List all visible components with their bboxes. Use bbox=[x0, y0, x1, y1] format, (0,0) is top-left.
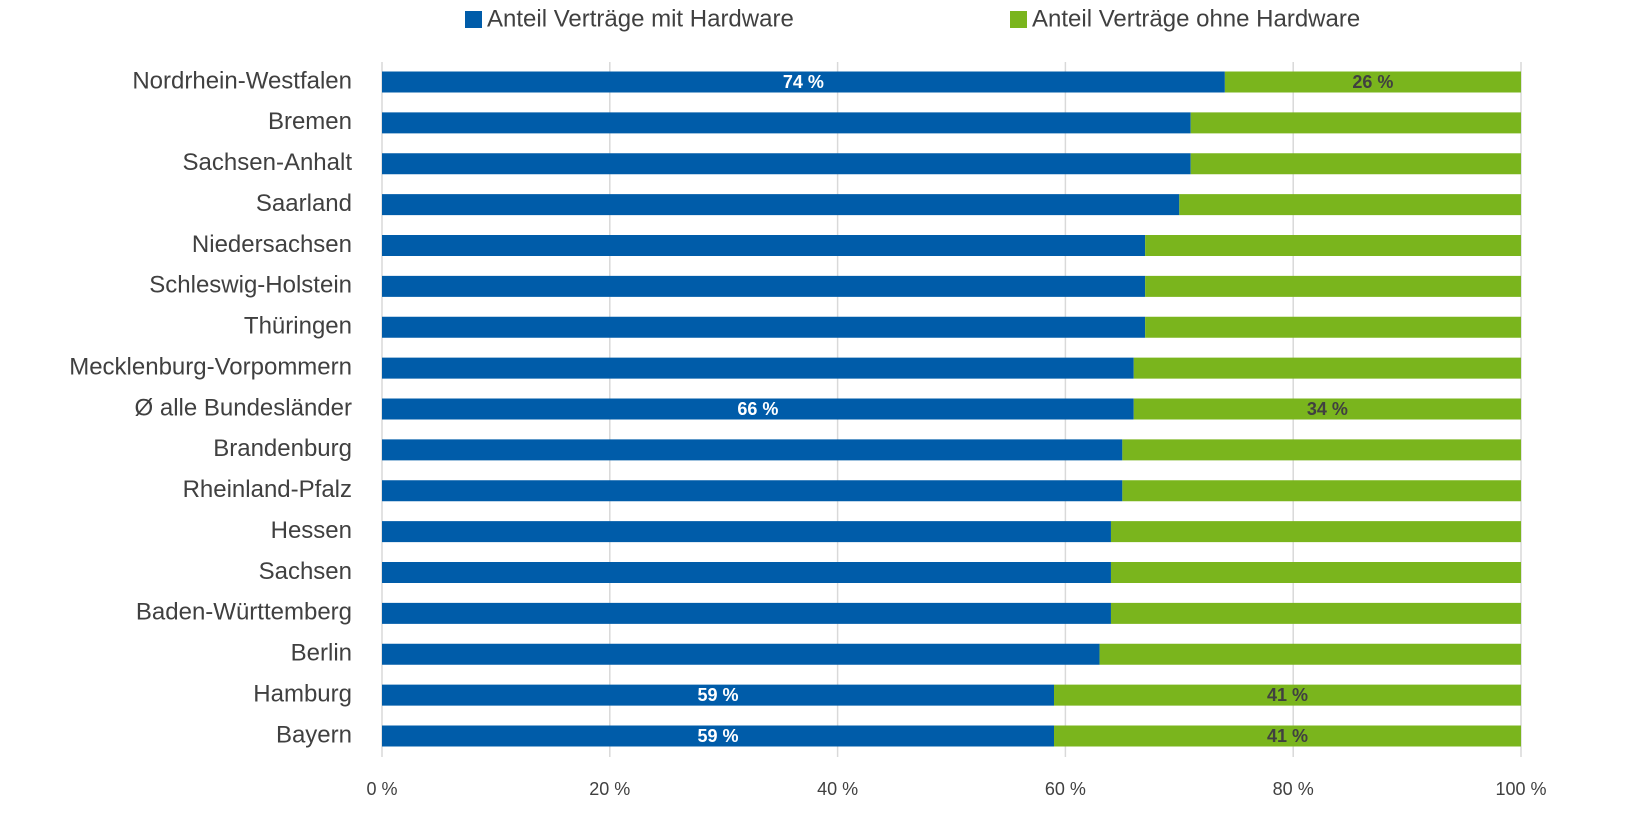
legend-swatch bbox=[465, 11, 482, 28]
data-label: 26 % bbox=[1352, 72, 1393, 92]
bar-segment bbox=[1110, 521, 1521, 543]
bar-segment bbox=[382, 521, 1111, 543]
bar-segment bbox=[382, 684, 1055, 706]
y-tick-label: Ø alle Bundesländer bbox=[135, 394, 352, 421]
bar-segment bbox=[382, 357, 1134, 379]
data-label: 59 % bbox=[697, 726, 738, 746]
bar-segment bbox=[1133, 398, 1521, 420]
y-tick-label: Brandenburg bbox=[213, 435, 352, 462]
bar-segment bbox=[1054, 725, 1521, 747]
y-tick-label: Sachsen bbox=[259, 558, 352, 585]
data-label: 59 % bbox=[697, 685, 738, 705]
y-tick-label: Nordrhein-Westfalen bbox=[132, 67, 352, 94]
y-tick-label: Bremen bbox=[268, 108, 352, 135]
x-tick-label: 20 % bbox=[589, 779, 630, 799]
bar-segment bbox=[382, 562, 1111, 583]
bar-segment bbox=[382, 725, 1055, 747]
legend-label: Anteil Verträge mit Hardware bbox=[487, 5, 794, 32]
y-tick-label: Hessen bbox=[271, 517, 352, 544]
x-tick-label: 40 % bbox=[817, 779, 858, 799]
y-tick-label: Berlin bbox=[291, 640, 352, 667]
bar-segment bbox=[382, 235, 1146, 256]
bar-segment bbox=[1190, 112, 1521, 134]
bar-segment bbox=[382, 643, 1100, 665]
legend-label: Anteil Verträge ohne Hardware bbox=[1032, 5, 1360, 32]
bar-segment bbox=[382, 316, 1146, 338]
y-tick-label: Bayern bbox=[276, 721, 352, 748]
y-tick-label: Baden-Württemberg bbox=[136, 599, 352, 626]
bar-segment bbox=[1122, 439, 1521, 461]
bar-segment bbox=[382, 275, 1146, 297]
x-tick-label: 100 % bbox=[1495, 779, 1546, 799]
y-tick-label: Thüringen bbox=[244, 313, 352, 340]
x-tick-label: 60 % bbox=[1045, 779, 1086, 799]
y-tick-label: Schleswig-Holstein bbox=[149, 272, 352, 299]
bar-segment bbox=[1110, 602, 1521, 624]
bar-segment bbox=[1099, 643, 1521, 665]
y-tick-label: Hamburg bbox=[253, 680, 352, 707]
bar-segment bbox=[1145, 275, 1521, 297]
bar-segment bbox=[1224, 71, 1521, 93]
bar-segment bbox=[382, 602, 1111, 624]
bar-segment bbox=[382, 480, 1123, 502]
bar-segment bbox=[382, 71, 1225, 93]
y-tick-label: Saarland bbox=[256, 190, 352, 217]
data-label: 41 % bbox=[1267, 726, 1308, 746]
bar-segment bbox=[382, 112, 1191, 134]
x-tick-label: 0 % bbox=[366, 779, 397, 799]
bar-segment bbox=[1133, 357, 1521, 379]
bar-segment bbox=[1190, 153, 1521, 175]
y-tick-label: Niedersachsen bbox=[192, 231, 352, 258]
bar-segment bbox=[382, 398, 1134, 420]
data-label: 41 % bbox=[1267, 685, 1308, 705]
bar-segment bbox=[1145, 235, 1521, 256]
data-label: 34 % bbox=[1307, 399, 1348, 419]
bar-segment bbox=[1145, 316, 1521, 338]
legend-swatch bbox=[1010, 11, 1027, 28]
y-tick-label: Rheinland-Pfalz bbox=[183, 476, 352, 503]
bar-segment bbox=[1054, 684, 1521, 706]
bar-segment bbox=[1110, 562, 1521, 583]
bar-segment bbox=[382, 153, 1191, 175]
data-label: 74 % bbox=[783, 72, 824, 92]
bar-segment bbox=[1122, 480, 1521, 502]
bar-segment bbox=[1179, 194, 1521, 216]
x-tick-label: 80 % bbox=[1273, 779, 1314, 799]
y-tick-label: Sachsen-Anhalt bbox=[183, 149, 353, 176]
y-tick-label: Mecklenburg-Vorpommern bbox=[69, 353, 352, 380]
bar-segment bbox=[382, 439, 1123, 461]
bar-segment bbox=[382, 194, 1180, 216]
data-label: 66 % bbox=[737, 399, 778, 419]
